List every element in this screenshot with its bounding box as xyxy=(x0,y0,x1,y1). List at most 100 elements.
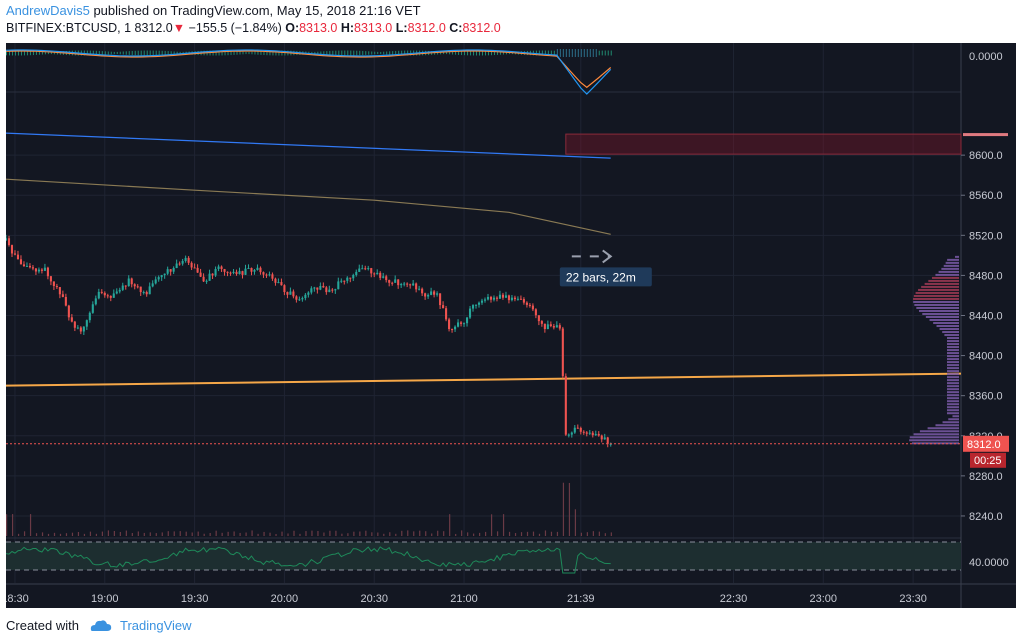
candle xyxy=(325,287,328,293)
macd-histogram-bar xyxy=(134,50,136,56)
volume-bar xyxy=(53,532,56,536)
volume-profile-bar xyxy=(947,337,959,340)
candle xyxy=(495,297,499,299)
rsi-axis-label: 40.0000 xyxy=(969,557,1009,569)
volume-bar xyxy=(401,530,403,536)
volume-bar xyxy=(556,531,559,536)
candle xyxy=(34,268,37,272)
candle xyxy=(178,263,181,265)
macd-histogram-bar xyxy=(179,51,181,55)
candle xyxy=(217,266,220,270)
chart-area[interactable]: 8240.08280.08320.08360.08400.08440.08480… xyxy=(6,43,1016,608)
macd-histogram-bar xyxy=(470,50,472,56)
volume-bar xyxy=(502,514,505,536)
candle xyxy=(498,294,502,299)
macd-histogram-bar xyxy=(164,50,166,56)
macd-histogram-bar xyxy=(592,49,594,57)
candle xyxy=(226,271,229,273)
candle xyxy=(106,295,109,297)
candle xyxy=(133,284,136,287)
macd-histogram-bar xyxy=(101,51,103,55)
volume-bar xyxy=(209,532,211,536)
candle xyxy=(205,280,208,282)
candle xyxy=(313,287,316,289)
volume-bar xyxy=(143,532,145,536)
candle xyxy=(229,272,232,274)
volume-profile-bar xyxy=(915,291,959,294)
created-with-text: Created with xyxy=(6,618,79,633)
macd-histogram-bar xyxy=(116,51,118,55)
volume-profile-bar xyxy=(922,312,959,315)
macd-histogram-bar xyxy=(113,51,115,55)
volume-profile-bar xyxy=(919,309,959,312)
volume-profile-bar xyxy=(931,276,959,279)
volume-bar xyxy=(383,533,385,536)
macd-histogram-bar xyxy=(610,50,612,56)
candle xyxy=(211,273,214,276)
candle xyxy=(166,269,169,274)
volume-bar xyxy=(173,531,175,536)
volume-bar xyxy=(473,533,475,536)
volume-profile-bar xyxy=(927,427,959,430)
macd-histogram-bar xyxy=(314,51,316,55)
macd-histogram-bar xyxy=(371,51,373,55)
macd-histogram-bar xyxy=(227,50,229,56)
candle xyxy=(340,280,343,282)
macd-histogram-bar xyxy=(589,49,591,57)
candle xyxy=(579,427,582,432)
macd-histogram-bar xyxy=(212,50,214,56)
candle xyxy=(406,283,409,285)
candle xyxy=(394,279,397,283)
y-tick-label: 8600.0 xyxy=(969,150,1003,162)
author-link[interactable]: AndrewDavis5 xyxy=(6,3,90,18)
candle xyxy=(6,238,8,241)
macd-histogram-bar xyxy=(389,51,391,55)
volume-profile-bar xyxy=(921,285,959,288)
candle xyxy=(115,291,118,294)
volume-bar xyxy=(155,533,157,536)
candle xyxy=(367,268,370,270)
volume-bar xyxy=(6,514,8,536)
candle xyxy=(319,285,322,290)
macd-histogram-bar xyxy=(487,50,489,56)
macd-histogram-bar xyxy=(449,51,451,55)
measure-label: 22 bars, 22m xyxy=(566,270,636,284)
volume-bar xyxy=(239,532,241,536)
volume-profile-bar xyxy=(943,264,959,267)
candle xyxy=(52,281,55,287)
x-tick-label: 22:30 xyxy=(720,593,748,605)
candle xyxy=(588,432,591,434)
macd-signal-line xyxy=(6,50,612,89)
candle xyxy=(70,317,73,322)
macd-histogram-bar xyxy=(565,49,567,57)
macd-histogram-bar xyxy=(443,51,445,55)
candle xyxy=(486,296,490,300)
candle xyxy=(343,280,346,282)
macd-histogram-bar xyxy=(161,50,163,56)
last-price: 8312.0 xyxy=(134,21,173,35)
macd-histogram-bar xyxy=(38,51,40,55)
candle xyxy=(43,267,46,271)
macd-histogram-bar xyxy=(356,50,358,56)
volume-profile-bar xyxy=(947,385,959,388)
macd-histogram-bar xyxy=(125,51,127,55)
x-tick-label: 18:30 xyxy=(6,593,29,605)
volume-profile-bar xyxy=(947,388,959,391)
candle xyxy=(507,295,510,301)
macd-histogram-bar xyxy=(275,50,277,56)
volume-bar xyxy=(263,531,265,536)
candle xyxy=(549,324,552,327)
tradingview-link[interactable]: TradingView xyxy=(120,618,192,633)
candle xyxy=(322,285,325,288)
candle xyxy=(436,293,439,295)
candle xyxy=(603,437,606,440)
macd-histogram-bar xyxy=(407,50,409,56)
candle xyxy=(256,267,259,270)
candle xyxy=(454,326,457,330)
candle xyxy=(558,325,561,329)
candle xyxy=(274,278,277,283)
candle xyxy=(361,268,364,270)
macd-histogram-bar xyxy=(170,51,172,55)
candle xyxy=(172,268,175,272)
volume-profile-bar xyxy=(936,325,959,328)
